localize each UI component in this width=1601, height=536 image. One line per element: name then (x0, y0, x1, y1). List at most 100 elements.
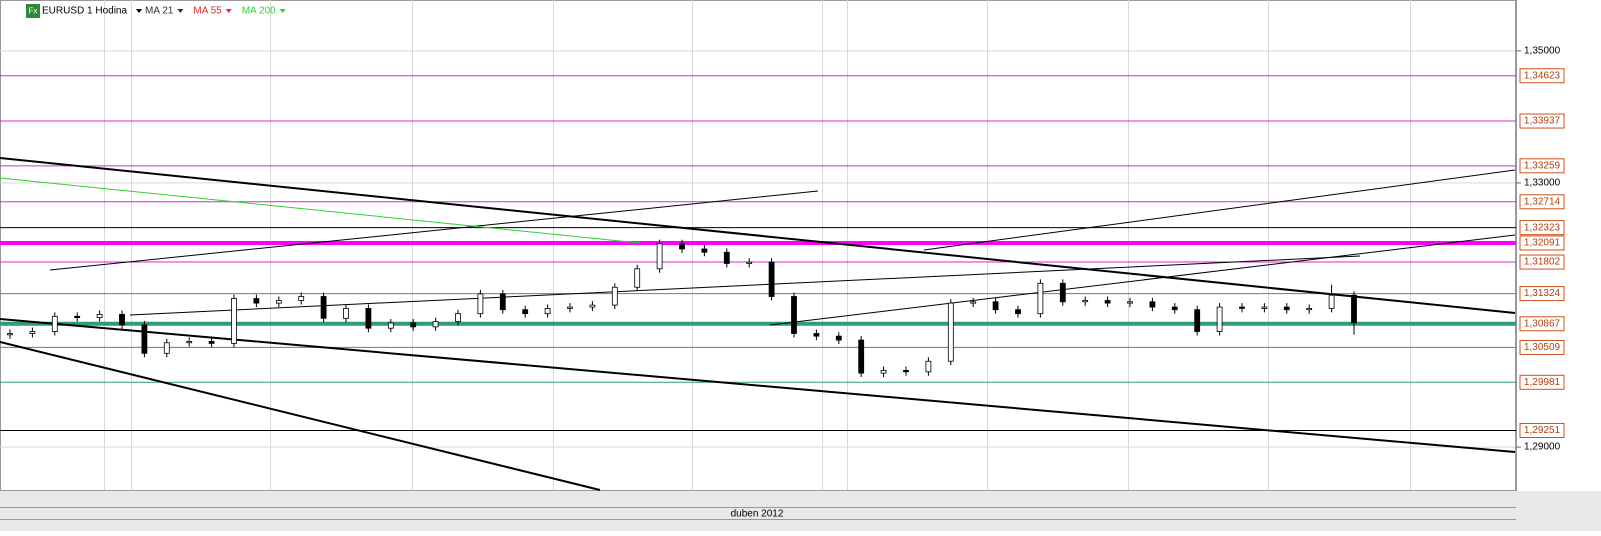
legend-item[interactable]: MA 55 (193, 6, 222, 17)
trend-line (769, 234, 1516, 326)
candle-body (992, 301, 999, 311)
candle-body (74, 315, 81, 319)
trend-line (923, 169, 1516, 251)
trend-lines (0, 157, 1516, 491)
level-label-box (1519, 423, 1565, 438)
level-label: 1,29251 (1524, 425, 1561, 436)
candle-body (522, 309, 529, 315)
candle-body (275, 300, 282, 304)
grid (0, 0, 1515, 490)
icon (26, 4, 40, 18)
candle-body (119, 313, 125, 326)
candle-body (1261, 306, 1268, 309)
trend-line (0, 318, 1516, 453)
candle-body (835, 335, 842, 341)
candle-body (208, 341, 215, 344)
candle-body (1328, 294, 1335, 309)
candle-body (1239, 306, 1245, 309)
y-tick-label: 1,33000 (1524, 178, 1561, 189)
dropdown-arrow (136, 9, 142, 13)
candle-body (1306, 307, 1313, 311)
candle-body (1171, 306, 1178, 311)
candle-body (96, 313, 103, 319)
candle-body (1082, 300, 1089, 303)
candle-body (29, 331, 36, 334)
level-label: 1,32091 (1524, 238, 1561, 249)
candle-body (163, 342, 170, 354)
candle-body (477, 293, 484, 315)
level-label-box (1519, 254, 1565, 270)
candle-body (701, 248, 708, 253)
candle-body (567, 306, 573, 309)
candle-body (253, 298, 260, 304)
ma-line (0, 177, 641, 244)
candle-body (51, 315, 58, 332)
candle-body (186, 341, 193, 344)
candle-body (455, 313, 461, 323)
level-label: 1,34623 (1524, 70, 1561, 81)
level-label-box (1519, 374, 1565, 390)
dropdown-arrow (225, 9, 232, 13)
candle-body (544, 307, 551, 315)
level-label: 1,32323 (1524, 222, 1561, 233)
candle-body (1037, 282, 1044, 315)
y-tick-label: 1,29000 (1524, 442, 1561, 453)
candle-body (365, 307, 372, 329)
candle-body (499, 293, 506, 311)
icon-label: Fx (29, 7, 38, 16)
candle-body (925, 360, 932, 373)
candle-body (589, 304, 596, 308)
candle-body (432, 321, 439, 328)
candle-body (768, 261, 775, 297)
candles (7, 239, 1357, 378)
level-label: 1,32714 (1524, 196, 1561, 207)
legend: MA 21 MA 55 MA 200 (136, 6, 286, 17)
level-label-box (1519, 316, 1565, 332)
level-label: 1,31802 (1524, 257, 1561, 268)
y-tick-label: 1,35000 (1524, 45, 1561, 56)
level-label: 1,30867 (1524, 318, 1561, 329)
candle-body (343, 307, 349, 319)
candle-body (947, 302, 954, 362)
trend-line (49, 190, 819, 271)
candle-body (320, 296, 327, 319)
candle-body (1015, 309, 1021, 315)
candle-body (746, 261, 753, 264)
candle-body (141, 324, 148, 354)
candle-body (723, 251, 730, 264)
candle-body (1127, 301, 1133, 304)
candle-body (410, 322, 417, 328)
level-label-box (1519, 158, 1565, 174)
candle-body (611, 286, 618, 306)
candle-body (880, 370, 887, 374)
trend-line (0, 341, 601, 491)
candle-body (970, 301, 977, 304)
level-label-box (1519, 194, 1565, 210)
dropdown-arrow (279, 9, 286, 13)
candle-body (679, 243, 685, 250)
level-label-box (1519, 113, 1565, 129)
level-label-box (1519, 235, 1565, 251)
trend-line (0, 157, 1516, 314)
level-label-box (1519, 339, 1565, 355)
legend-item[interactable]: MA 21 (145, 6, 174, 17)
chart-title[interactable]: EURUSD 1 Hodina (42, 6, 127, 17)
level-label-box (1519, 286, 1565, 302)
plot-frame (0, 0, 1516, 491)
level-label: 1,31324 (1524, 288, 1561, 299)
candle-body (298, 296, 305, 301)
x-axis-label: duben 2012 (731, 509, 784, 520)
level-label-box (1519, 220, 1565, 236)
candle-body (1216, 306, 1223, 332)
legend-item[interactable]: MA 200 (242, 6, 276, 17)
date-axis (0, 491, 1601, 531)
candle-body (813, 333, 820, 337)
candle-body (1059, 282, 1066, 303)
level-label: 1,30509 (1524, 342, 1561, 353)
candle-body (858, 339, 865, 374)
candle-body (1351, 294, 1357, 324)
candle-body (231, 298, 237, 344)
level-label: 1,29981 (1524, 377, 1561, 388)
